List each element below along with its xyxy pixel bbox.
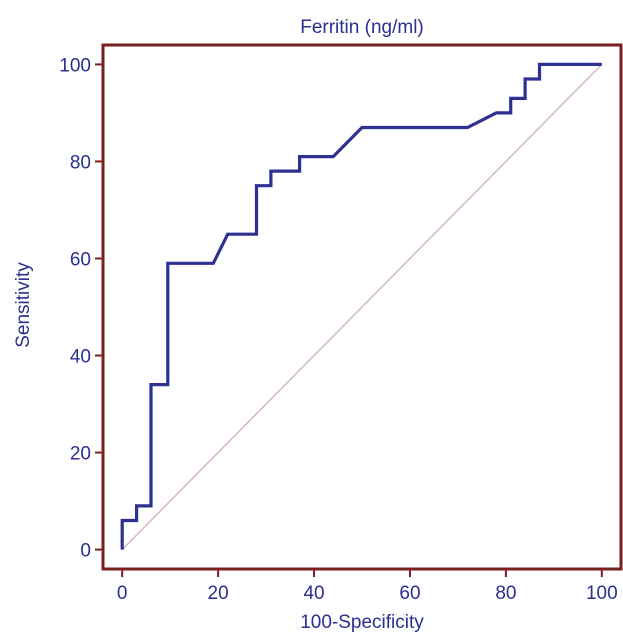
roc-curve-line (120, 62, 602, 550)
y-axis-label: Sensitivity (13, 262, 34, 348)
x-axis: 0 20 40 60 80 100 (117, 569, 618, 604)
x-tick-label: 40 (303, 583, 324, 604)
y-tick-label: 100 (59, 55, 91, 76)
plot-area (101, 43, 623, 571)
chart-title: Ferritin (ng/ml) (300, 17, 424, 38)
x-tick-label: 60 (399, 583, 420, 604)
y-tick-label: 80 (70, 152, 91, 173)
y-tick-label: 60 (70, 249, 91, 270)
x-tick-label: 20 (208, 583, 229, 604)
y-axis: 0 20 40 60 80 100 (59, 55, 103, 562)
x-tick-label: 80 (495, 583, 516, 604)
reference-diagonal-line (121, 63, 603, 551)
y-tick-label: 20 (70, 444, 91, 465)
x-tick-label: 0 (117, 583, 128, 604)
y-tick-label: 40 (70, 347, 91, 368)
y-tick-label: 0 (80, 541, 91, 562)
plot-frame (101, 43, 623, 571)
x-tick-label: 100 (586, 583, 618, 604)
x-axis-label: 100-Specificity (300, 612, 424, 633)
